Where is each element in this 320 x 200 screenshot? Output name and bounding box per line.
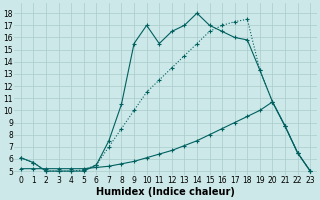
X-axis label: Humidex (Indice chaleur): Humidex (Indice chaleur) — [96, 187, 235, 197]
